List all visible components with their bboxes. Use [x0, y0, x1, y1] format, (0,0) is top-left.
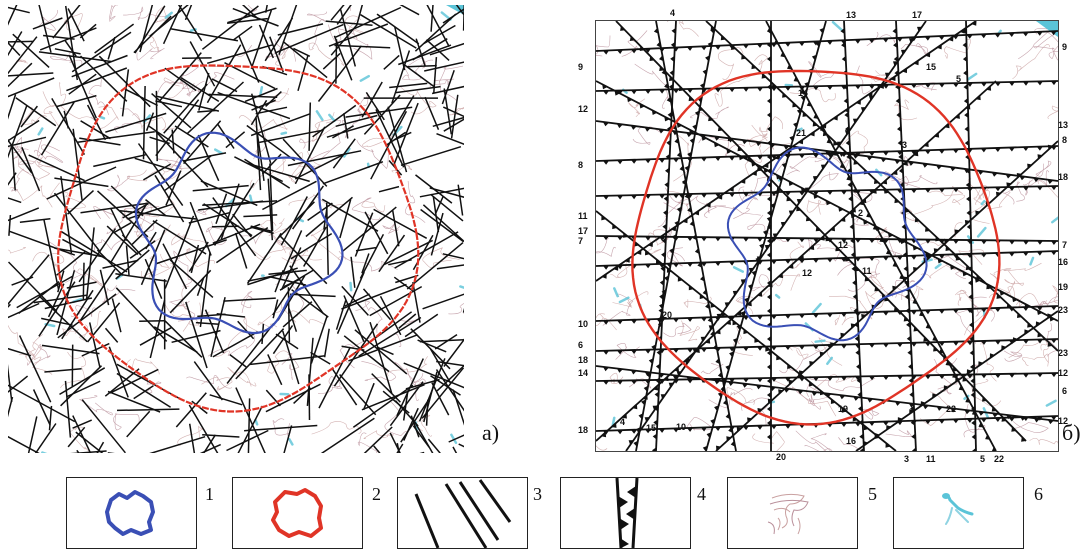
map-panel-b: [595, 20, 1059, 452]
interior-label-20: 20: [662, 310, 673, 320]
legend-box-water: [893, 477, 1024, 549]
bottom-label-5: 5: [980, 454, 986, 464]
legend-number-4: 4: [697, 484, 706, 504]
legend-number-1: 1: [205, 484, 214, 504]
right-label-12a: 12: [1058, 368, 1069, 378]
left-label-14: 14: [578, 368, 589, 378]
blue-contour-swatch: [105, 490, 155, 536]
interior-label-15a: 15: [926, 62, 937, 72]
left-label-18b: 18: [578, 425, 589, 435]
bottom-label-11: 11: [926, 454, 936, 464]
legend-box-red-contour: [232, 477, 363, 549]
left-label-7: 7: [578, 236, 584, 246]
panel-a-label: a): [482, 420, 500, 445]
right-label-13: 13: [1058, 120, 1069, 130]
left-label-11: 11: [578, 211, 588, 221]
legend-number-2: 2: [372, 484, 381, 504]
right-label-19: 19: [1058, 282, 1069, 292]
lineament-swatch: [414, 479, 512, 548]
right-label-9: 9: [1062, 42, 1068, 52]
left-label-10: 10: [578, 319, 589, 329]
right-label-12b: 12: [1058, 416, 1069, 426]
interior-label-15b: 15: [646, 423, 657, 433]
top-label-17: 17: [912, 10, 923, 20]
interior-label-3: 3: [902, 140, 908, 150]
interior-label-12a: 12: [838, 240, 849, 250]
right-label-8: 8: [1062, 135, 1068, 145]
legend-box-lineaments: [397, 477, 528, 549]
left-label-9: 9: [578, 62, 584, 72]
legend-number-6: 6: [1034, 484, 1043, 504]
top-label-4: 4: [670, 8, 676, 18]
left-label-6: 6: [578, 340, 584, 350]
bottom-label-22: 22: [994, 454, 1005, 464]
red-contour-swatch: [271, 488, 323, 538]
lineament-map-b: [596, 21, 1058, 451]
bottom-label-20: 20: [776, 452, 787, 462]
interior-label-19: 19: [838, 404, 849, 414]
water-swatch: [942, 493, 974, 525]
topography-swatch: [767, 493, 809, 535]
legend-number-3: 3: [533, 484, 542, 504]
toothed-lineament-swatch: [615, 478, 639, 548]
interior-label-12b: 12: [802, 268, 813, 278]
left-label-17: 17: [578, 226, 589, 236]
interior-label-14: 14: [798, 88, 809, 98]
interior-label-22: 22: [946, 404, 957, 414]
interior-label-5: 5: [956, 74, 962, 84]
panel-b-label: б): [1062, 420, 1081, 445]
interior-label-21a: 21: [796, 128, 807, 138]
map-panel-a: [8, 5, 464, 453]
top-label-13: 13: [846, 10, 857, 20]
interior-label-10: 10: [676, 422, 687, 432]
legend-box-blue-contour: [66, 477, 197, 549]
right-label-7: 7: [1062, 240, 1068, 250]
right-label-23b: 23: [1058, 348, 1069, 358]
right-label-6: 6: [1062, 386, 1068, 396]
legend-box-topography: [727, 477, 858, 549]
right-label-16: 16: [1058, 257, 1069, 267]
lineament-map-a: [8, 5, 464, 453]
bottom-label-3: 3: [904, 454, 910, 464]
interior-label-16: 16: [846, 436, 857, 446]
left-label-8: 8: [578, 160, 584, 170]
left-label-18a: 18: [578, 355, 589, 365]
legend-box-toothed-lineament: [560, 477, 691, 549]
interior-label-4: 4: [620, 417, 626, 427]
right-label-18: 18: [1058, 172, 1069, 182]
right-label-23a: 23: [1058, 305, 1069, 315]
legend-number-5: 5: [868, 484, 877, 504]
interior-label-2: 2: [858, 208, 864, 218]
left-label-12: 12: [578, 104, 589, 114]
interior-label-11: 11: [862, 266, 872, 276]
